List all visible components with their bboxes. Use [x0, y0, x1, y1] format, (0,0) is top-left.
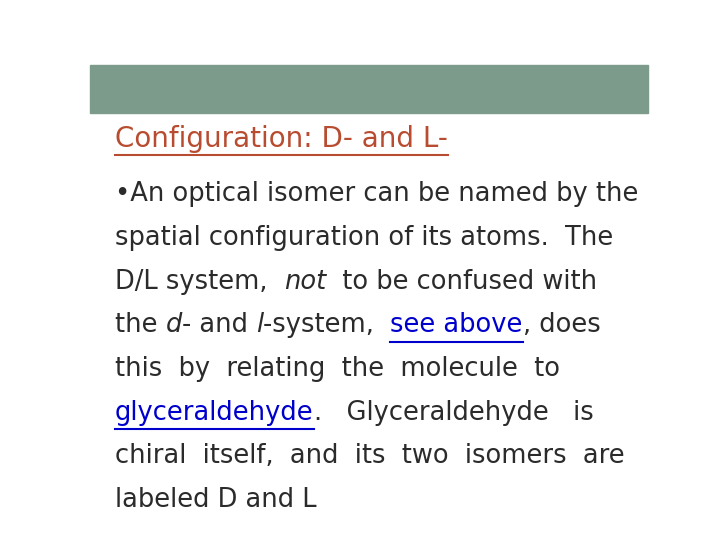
Text: -system,: -system,	[264, 312, 390, 338]
Text: see above: see above	[390, 312, 523, 338]
Text: spatial configuration of its atoms.  The: spatial configuration of its atoms. The	[115, 225, 613, 251]
Text: labeled D and L: labeled D and L	[115, 487, 317, 513]
Text: , does: , does	[523, 312, 600, 338]
Text: D/L system,: D/L system,	[115, 268, 284, 294]
Text: •An optical isomer can be named by the: •An optical isomer can be named by the	[115, 181, 639, 207]
Text: this  by  relating  the  molecule  to: this by relating the molecule to	[115, 356, 560, 382]
Text: l: l	[256, 312, 264, 338]
Text: - and: - and	[182, 312, 256, 338]
Text: the: the	[115, 312, 166, 338]
Text: .   Glyceraldehyde   is: . Glyceraldehyde is	[314, 400, 593, 426]
Text: Configuration: D- and L-: Configuration: D- and L-	[115, 125, 448, 153]
Bar	[90, 65, 648, 113]
Text: not: not	[284, 268, 326, 294]
Text: to be confused with: to be confused with	[326, 268, 597, 294]
Text: d: d	[166, 312, 182, 338]
Text: chiral  itself,  and  its  two  isomers  are: chiral itself, and its two isomers are	[115, 443, 625, 469]
Text: glyceraldehyde: glyceraldehyde	[115, 400, 314, 426]
